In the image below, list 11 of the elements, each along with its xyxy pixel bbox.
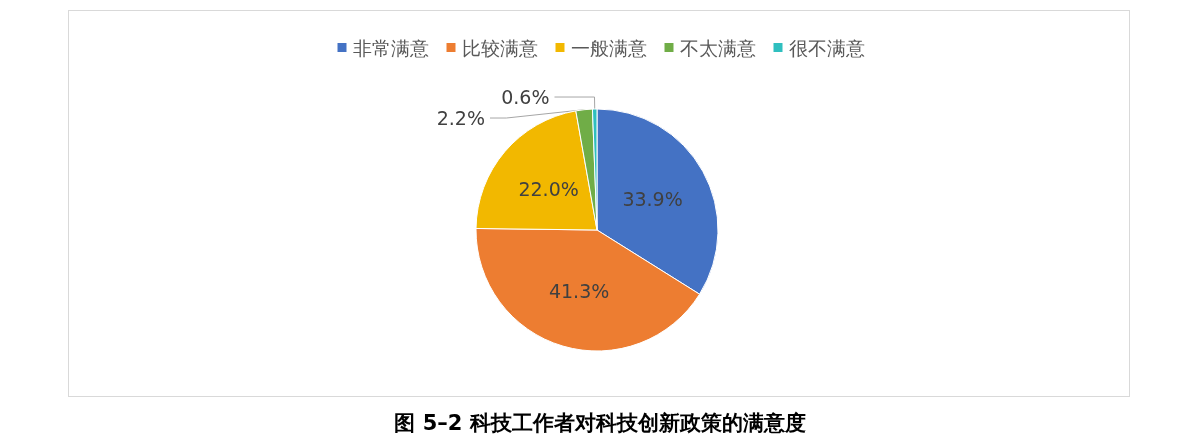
legend-label: 一般满意: [570, 36, 647, 59]
data-label: 33.9%: [622, 188, 683, 211]
data-label: 0.6%: [501, 86, 550, 109]
data-label: 2.2%: [436, 107, 485, 130]
legend-label: 非常满意: [352, 36, 429, 59]
data-label: 22.0%: [518, 177, 579, 200]
text: 图 5–2 科技工作者对科技创新政策的满意度: [394, 410, 806, 435]
legend-label: 很不满意: [788, 36, 865, 59]
data-label: 41.3%: [548, 279, 610, 302]
legend-label: 不太满意: [679, 36, 756, 59]
legend-label: 比较满意: [461, 36, 538, 59]
